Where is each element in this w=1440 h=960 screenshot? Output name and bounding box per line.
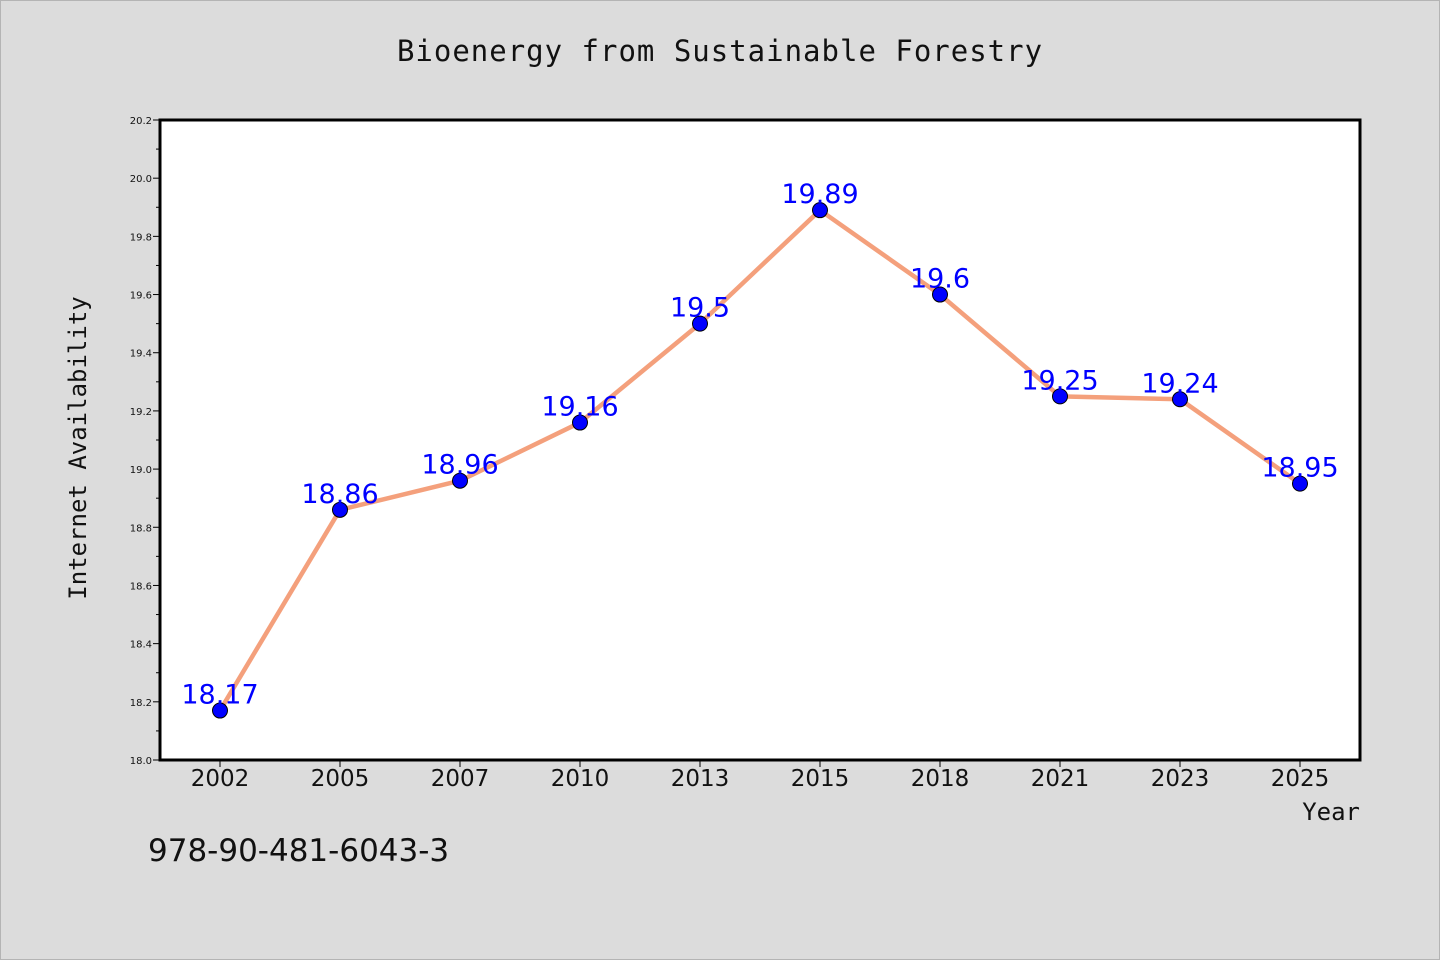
x-tick-label: 2018	[911, 766, 970, 792]
y-tick-label: 18.2	[130, 698, 152, 709]
data-label: 18.86	[301, 479, 378, 510]
y-tick-label: 20.0	[130, 174, 152, 185]
data-point	[692, 315, 708, 332]
y-tick-label: 18.6	[130, 581, 152, 592]
data-label: 19.25	[1021, 365, 1098, 396]
y-tick-label: 19.8	[130, 232, 152, 243]
x-tick-label: 2013	[671, 766, 730, 792]
y-tick-label: 19.4	[130, 349, 152, 360]
data-label: 19.24	[1141, 368, 1218, 399]
data-label: 19.6	[910, 264, 970, 295]
y-tick-label: 18.4	[130, 640, 152, 651]
data-point	[812, 202, 828, 219]
x-tick-label: 2025	[1271, 766, 1330, 792]
data-point	[452, 472, 468, 489]
data-point	[212, 702, 228, 719]
x-tick-label: 2005	[311, 766, 370, 792]
y-tick-label: 19.2	[130, 407, 152, 418]
data-point	[1292, 475, 1308, 492]
data-label: 18.95	[1261, 453, 1338, 484]
x-axis: 2002 2005 2007 2010 2013 2015 2018 2021 2023 2025	[191, 760, 1330, 792]
y-axis-label: Internet Availability	[64, 296, 92, 599]
x-tick-label: 2021	[1031, 766, 1090, 792]
y-tick-label: 18.8	[130, 523, 152, 534]
data-point	[932, 286, 948, 303]
data-label: 18.17	[181, 680, 258, 711]
x-tick-label: 2015	[791, 766, 850, 792]
chart-title: Bioenergy from Sustainable Forestry	[396, 34, 1044, 68]
series-group: 18.17 18.86 18.96 19.16 19.5 19.89 19.6 19.25 19…	[181, 179, 1339, 719]
x-axis-label: Year	[1302, 798, 1360, 826]
y-axis: 18.0 18.2 18.4 18.6 18.8 19.0 19.2 19.4 19.6 19.8…	[130, 116, 160, 767]
plot-area	[158, 118, 1362, 762]
footer-code: 978-90-481-6043-3	[148, 833, 450, 869]
x-tick-label: 2010	[551, 766, 610, 792]
y-tick-label: 19.0	[130, 465, 152, 476]
data-label: 19.16	[541, 392, 618, 423]
data-label: 19.5	[670, 293, 730, 324]
series-line	[217, 207, 1303, 713]
data-point	[1052, 388, 1068, 405]
y-tick-label: 18.0	[130, 756, 152, 767]
data-point	[572, 414, 588, 431]
x-tick-label: 2007	[431, 766, 490, 792]
data-point	[1172, 391, 1188, 408]
y-tick-label: 19.6	[130, 291, 152, 302]
data-label: 18.96	[421, 450, 498, 481]
x-tick-label: 2023	[1151, 766, 1210, 792]
x-tick-label: 2002	[191, 766, 250, 792]
y-tick-label: 20.2	[130, 116, 152, 127]
data-point	[332, 501, 348, 518]
data-label: 19.89	[781, 179, 858, 210]
